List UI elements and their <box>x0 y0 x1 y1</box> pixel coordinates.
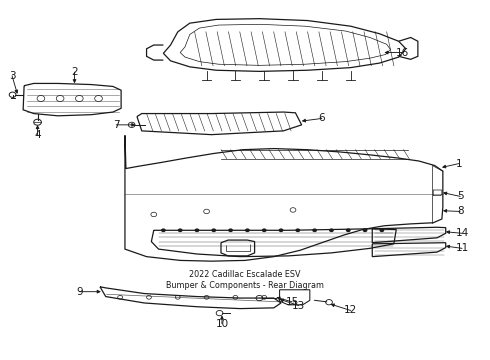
Text: 13: 13 <box>292 301 305 311</box>
Circle shape <box>295 228 300 232</box>
Text: 14: 14 <box>455 228 468 238</box>
Text: 2022 Cadillac Escalade ESV
Bumper & Components - Rear Diagram: 2022 Cadillac Escalade ESV Bumper & Comp… <box>166 270 324 291</box>
Text: 3: 3 <box>9 71 15 81</box>
Circle shape <box>195 228 199 232</box>
Circle shape <box>211 228 216 232</box>
Text: 15: 15 <box>286 297 299 307</box>
Circle shape <box>279 228 283 232</box>
Circle shape <box>161 228 166 232</box>
Text: 2: 2 <box>71 67 78 77</box>
Text: 10: 10 <box>216 319 228 329</box>
Circle shape <box>363 228 368 232</box>
Text: 7: 7 <box>113 120 120 130</box>
Text: 1: 1 <box>455 159 462 168</box>
Text: 5: 5 <box>457 192 464 201</box>
Text: 12: 12 <box>344 306 357 315</box>
Circle shape <box>329 228 334 232</box>
Text: 6: 6 <box>318 113 325 123</box>
Text: 11: 11 <box>455 243 468 253</box>
Circle shape <box>312 228 317 232</box>
Circle shape <box>245 228 250 232</box>
Circle shape <box>346 228 351 232</box>
Text: 9: 9 <box>76 287 83 297</box>
Text: 4: 4 <box>34 130 41 140</box>
Text: 16: 16 <box>396 48 409 58</box>
Text: 8: 8 <box>457 206 464 216</box>
Circle shape <box>379 228 384 232</box>
Circle shape <box>178 228 183 232</box>
Circle shape <box>228 228 233 232</box>
Circle shape <box>262 228 267 232</box>
